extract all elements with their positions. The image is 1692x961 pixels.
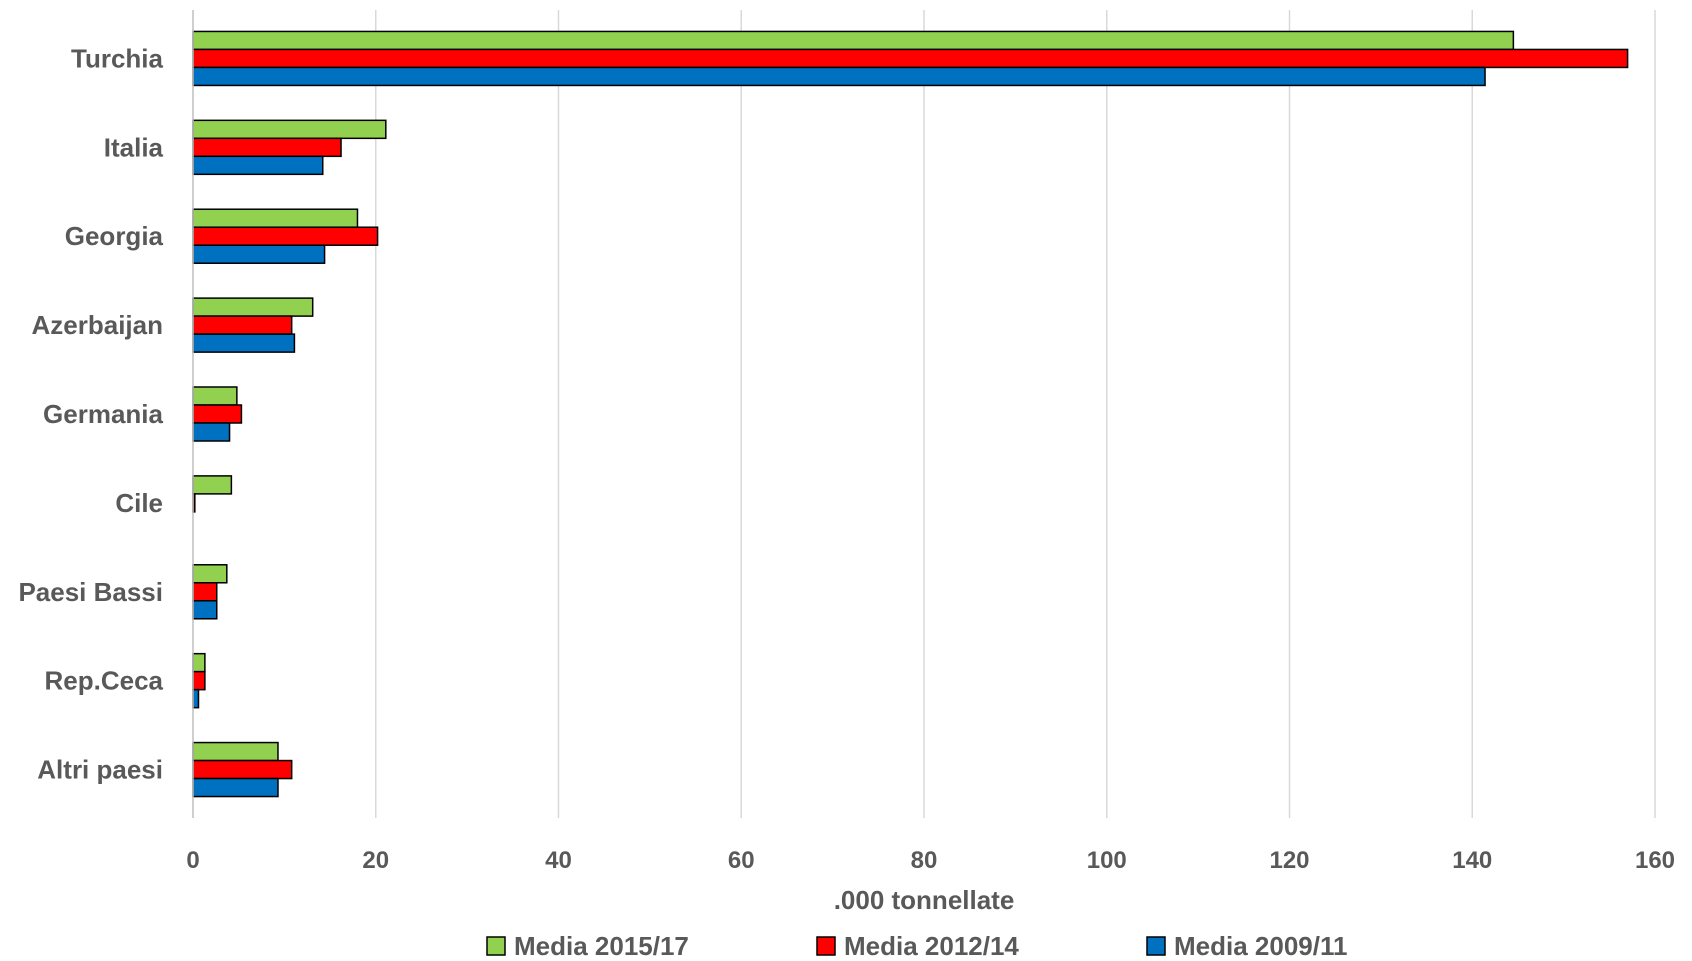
x-tick-labels: 0 20 40 60 80 100 120 140 160 [186,847,1675,874]
legend-label: Media 2015/17 [514,931,689,961]
bar [192,759,293,780]
bar [192,600,218,620]
legend-swatch [1146,936,1166,956]
bar [192,137,342,158]
x-tick-label: 40 [545,847,572,874]
x-tick-label: 100 [1087,847,1127,874]
bar [192,208,359,228]
legend-label: Media 2009/11 [1174,931,1347,961]
bar [192,582,218,602]
category-label: Germania [43,399,163,429]
bar [192,119,387,140]
legend-swatch [816,936,836,956]
x-tick-label: 20 [362,847,389,874]
bar [192,422,231,442]
bar [192,777,279,798]
bar [192,66,1486,87]
x-tick-label: 120 [1269,847,1309,874]
category-label: Azerbaijan [32,310,164,340]
x-tick-label: 0 [186,847,199,874]
bar [192,297,314,317]
gridlines [375,10,1656,818]
category-label: Altri paesi [37,755,163,785]
bar [192,741,279,762]
bar [192,155,324,176]
category-label: Cile [115,488,163,518]
legend-label: Media 2012/14 [844,931,1019,961]
legend-swatch [486,936,506,956]
category-label: Turchia [71,43,164,73]
bar [192,564,228,584]
legend: Media 2015/17 Media 2012/14 Media 2009/11 [486,931,1347,961]
bar [192,48,1629,69]
bar [192,688,200,709]
bar [192,386,238,406]
category-label: Italia [104,132,164,162]
bar [192,475,233,495]
bar [192,670,206,691]
bar [192,226,379,246]
bar [192,333,296,353]
bar [192,404,243,424]
category-label: Paesi Bassi [18,577,163,607]
category-label: Georgia [65,221,164,251]
x-tick-label: 60 [728,847,755,874]
x-tick-label: 140 [1452,847,1492,874]
x-tick-label: 80 [911,847,938,874]
category-label: Rep.Ceca [45,666,164,696]
bar [192,30,1515,51]
x-tick-label: 160 [1635,847,1675,874]
x-axis-title: .000 tonnellate [834,885,1015,915]
category-labels: Turchia Italia Georgia Azerbaijan Germania Ci… [18,43,163,784]
bar [192,244,326,264]
bars [192,30,1629,798]
bar [192,652,206,673]
bar [192,315,293,335]
